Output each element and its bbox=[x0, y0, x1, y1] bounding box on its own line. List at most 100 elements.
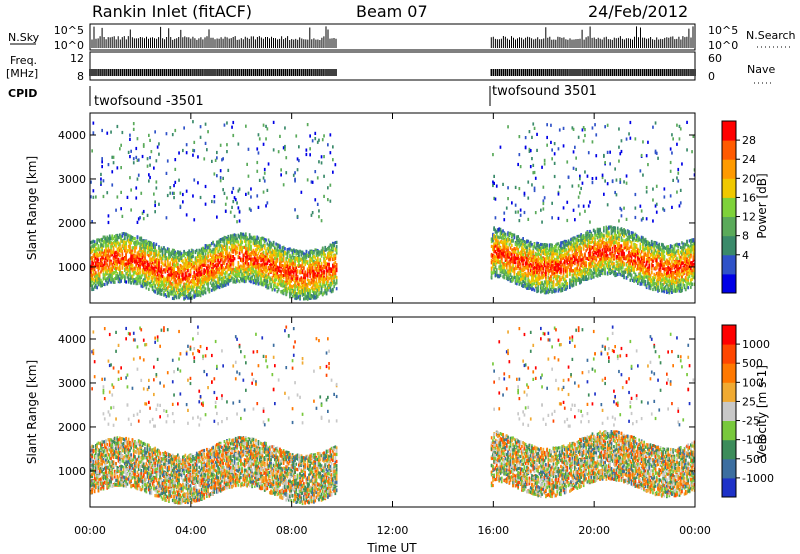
heatmap-cell bbox=[317, 176, 319, 179]
heatmap-cell bbox=[335, 163, 337, 166]
heatmap-cell bbox=[169, 186, 171, 189]
heatmap-cell bbox=[146, 286, 148, 289]
heatmap-cell bbox=[220, 176, 222, 179]
heatmap-cell bbox=[293, 274, 295, 277]
heatmap-cell bbox=[138, 174, 140, 177]
heatmap-cell bbox=[201, 270, 203, 273]
nsearch-tick-top: 10^5 bbox=[708, 24, 738, 37]
heatmap-cell bbox=[93, 122, 95, 125]
heatmap-cell bbox=[143, 145, 145, 148]
heatmap-cell bbox=[239, 188, 241, 191]
heatmap-cell bbox=[117, 166, 119, 169]
heatmap-cell bbox=[137, 137, 139, 140]
heatmap-cell bbox=[250, 209, 252, 212]
heatmap-cell bbox=[496, 268, 498, 271]
heatmap-cell bbox=[500, 146, 502, 149]
heatmap-cell bbox=[110, 131, 112, 134]
heatmap-cell bbox=[214, 172, 216, 175]
heatmap-cell bbox=[234, 215, 236, 218]
heatmap-cell bbox=[265, 265, 267, 268]
heatmap-cell bbox=[248, 192, 250, 195]
heatmap-cell bbox=[280, 168, 282, 171]
heatmap-cell bbox=[138, 158, 140, 161]
heatmap-cell bbox=[330, 184, 332, 187]
heatmap-cell bbox=[114, 281, 116, 284]
heatmap-cell bbox=[294, 178, 296, 181]
heatmap-cell bbox=[197, 155, 199, 158]
heatmap-cell bbox=[140, 192, 142, 195]
heatmap-cell bbox=[298, 253, 300, 256]
nsearch-label: N.Search bbox=[746, 29, 796, 42]
heatmap-cell bbox=[236, 201, 238, 204]
heatmap-cell bbox=[154, 284, 156, 287]
heatmap-cell bbox=[166, 172, 168, 175]
heatmap-cell bbox=[332, 247, 334, 250]
heatmap-cell bbox=[267, 255, 269, 258]
heatmap-cell bbox=[225, 203, 227, 206]
heatmap-cell bbox=[232, 262, 234, 265]
heatmap-cell bbox=[119, 243, 121, 246]
heatmap-cell bbox=[227, 169, 229, 172]
heatmap-cell bbox=[256, 170, 258, 173]
heatmap-cell bbox=[250, 187, 252, 190]
heatmap-cell bbox=[196, 265, 198, 268]
heatmap-cell bbox=[106, 191, 108, 194]
heatmap-cell bbox=[332, 288, 334, 291]
heatmap-cell bbox=[205, 291, 207, 294]
heatmap-cell bbox=[135, 147, 137, 150]
heatmap-cell bbox=[259, 137, 261, 140]
heatmap-cell bbox=[321, 161, 323, 164]
heatmap-cell bbox=[304, 270, 306, 273]
heatmap-cell bbox=[226, 250, 228, 253]
heatmap-cell bbox=[122, 271, 124, 274]
heatmap-cell bbox=[167, 194, 169, 197]
cpid-name-1: twofsound -3501 bbox=[94, 94, 204, 109]
heatmap-cell bbox=[222, 188, 224, 191]
heatmap-cell bbox=[133, 122, 135, 125]
heatmap-cell bbox=[245, 244, 247, 247]
heatmap-cell bbox=[219, 248, 221, 251]
heatmap-cell bbox=[95, 195, 97, 198]
heatmap-cell bbox=[222, 252, 224, 255]
heatmap-cell bbox=[284, 126, 286, 129]
heatmap-cell bbox=[318, 139, 320, 142]
heatmap-cell bbox=[232, 134, 234, 137]
heatmap-cell bbox=[335, 257, 337, 260]
heatmap-cell bbox=[273, 241, 275, 244]
heatmap-cell bbox=[307, 275, 309, 278]
heatmap-cell bbox=[120, 280, 122, 283]
heatmap-cell bbox=[306, 153, 308, 156]
heatmap-cell bbox=[330, 200, 332, 203]
heatmap-cell bbox=[313, 251, 315, 254]
heatmap-cell bbox=[226, 196, 228, 199]
heatmap-cell bbox=[323, 195, 325, 198]
heatmap-cell bbox=[100, 178, 102, 181]
heatmap-cell bbox=[205, 260, 207, 263]
heatmap-cell bbox=[186, 190, 188, 193]
heatmap-cell bbox=[122, 215, 124, 218]
heatmap-cell bbox=[103, 179, 105, 182]
nsky-trace-path bbox=[90, 26, 695, 48]
nsearch-tick-bottom: 10^0 bbox=[708, 39, 738, 52]
heatmap-cell bbox=[205, 203, 207, 206]
heatmap-cell bbox=[250, 195, 252, 198]
heatmap-cell bbox=[101, 157, 103, 160]
heatmap-cell bbox=[101, 165, 103, 168]
heatmap-cell bbox=[144, 252, 146, 255]
heatmap-cell bbox=[93, 131, 95, 134]
heatmap-cell bbox=[180, 206, 182, 209]
heatmap-cell bbox=[246, 163, 248, 166]
heatmap-cell bbox=[173, 192, 175, 195]
heatmap-cell bbox=[122, 253, 124, 256]
heatmap-cell bbox=[129, 272, 131, 275]
heatmap-cell bbox=[174, 181, 176, 184]
heatmap-cell bbox=[323, 175, 325, 178]
heatmap-cell bbox=[151, 150, 153, 153]
heatmap-cell bbox=[193, 218, 195, 221]
heatmap-cell bbox=[263, 143, 265, 146]
heatmap-cell bbox=[172, 283, 174, 286]
heatmap-cell bbox=[158, 203, 160, 206]
heatmap-cell bbox=[304, 279, 306, 282]
heatmap-cell bbox=[135, 186, 137, 189]
heatmap-cell bbox=[139, 282, 141, 285]
